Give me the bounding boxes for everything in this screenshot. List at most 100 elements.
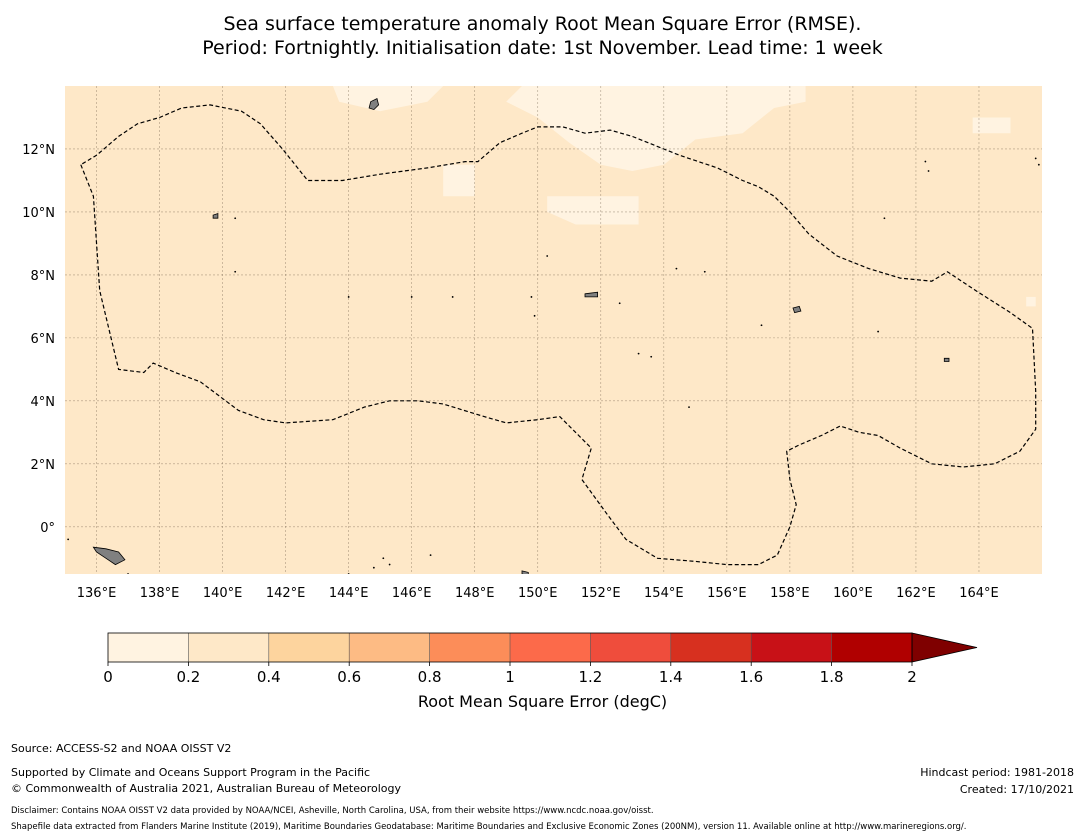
longitude-tick-label: 152°E — [581, 586, 621, 601]
atoll-speck — [372, 566, 375, 569]
colorbar — [107, 632, 978, 663]
longitude-tick-label: 164°E — [959, 586, 999, 601]
colorbar-tick-label: 0.8 — [418, 668, 442, 686]
low-error-patch — [506, 86, 806, 171]
latitude-tick-label: 4°N — [31, 395, 56, 410]
colorbar-bin — [188, 633, 269, 662]
longitude-tick-label: 146°E — [392, 586, 432, 601]
colorbar-bin — [268, 633, 350, 662]
colorbar-bin — [349, 633, 430, 662]
low-error-patch — [1026, 296, 1036, 307]
colorbar-tick-label: 0.2 — [176, 668, 200, 686]
atoll-speck — [533, 314, 536, 317]
longitude-tick-label: 148°E — [455, 586, 495, 601]
map-background — [65, 86, 1042, 574]
low-error-patch — [332, 86, 444, 112]
atoll-speck — [760, 324, 763, 327]
atoll-speck — [1034, 157, 1037, 160]
colorbar-bin — [831, 633, 912, 662]
longitude-tick-label: 154°E — [644, 586, 684, 601]
latitude-tick-label: 10°N — [22, 206, 55, 221]
atoll-speck — [347, 573, 350, 574]
longitude-tick-labels: 136°E 138°E 140°E 142°E 144°E 146°E 148°E 150°E… — [77, 586, 999, 601]
island-kosrae — [943, 357, 950, 362]
atoll-speck — [1037, 163, 1040, 166]
atoll-speck — [703, 270, 706, 273]
colorbar-bin — [751, 633, 832, 662]
latitude-tick-label: 8°N — [31, 269, 56, 284]
atoll-speck — [429, 554, 432, 557]
atoll-speck — [877, 330, 880, 333]
island-mussau — [521, 570, 529, 574]
colorbar-tick-label: 0.6 — [337, 668, 361, 686]
longitude-tick-label: 140°E — [203, 586, 243, 601]
colorbar-bin — [590, 633, 671, 662]
atoll-speck — [546, 255, 549, 257]
colorbar-tick-label: 1 — [505, 668, 515, 686]
colorbar-tick-label: 1.6 — [739, 668, 763, 686]
atoll-speck — [924, 160, 927, 163]
low-error-patches — [332, 86, 1036, 307]
longitude-tick-label: 150°E — [518, 586, 558, 601]
created-date: Created: 17/10/2021 — [959, 783, 1074, 796]
atoll-speck — [127, 573, 129, 574]
longitude-tick-label: 144°E — [329, 586, 369, 601]
longitude-tick-label: 142°E — [266, 586, 306, 601]
longitude-tick-label: 138°E — [140, 586, 180, 601]
atoll-speck — [650, 355, 653, 358]
latitude-tick-label: 12°N — [22, 143, 55, 158]
atoll-speck — [388, 563, 391, 566]
colorbar-tick-labels: 0 0.2 0.4 0.6 0.8 1 1.2 1.4 1.6 1.8 2 — [103, 662, 917, 686]
source-text: Source: ACCESS-S2 and NOAA OISST V2 — [11, 742, 232, 755]
low-error-patch — [547, 196, 639, 225]
island-ulithi — [212, 212, 219, 219]
atoll-speck — [347, 296, 350, 298]
atoll-speck — [234, 217, 237, 220]
atoll-speck — [410, 296, 413, 298]
latitude-tick-label: 0° — [40, 521, 55, 536]
disclaimer-text: Disclaimer: Contains NOAA OISST V2 data … — [11, 806, 654, 816]
colorbar-bin — [108, 633, 189, 662]
shapefile-credit: Shapefile data extracted from Flanders M… — [11, 822, 967, 832]
longitude-tick-label: 162°E — [896, 586, 936, 601]
supported-by-text: Supported by Climate and Oceans Support … — [11, 766, 371, 779]
colorbar-bin — [670, 633, 752, 662]
atoll-speck — [67, 538, 70, 541]
colorbar-tick-label: 1.4 — [659, 668, 683, 686]
longitude-tick-label: 156°E — [707, 586, 747, 601]
island-chuuk — [584, 291, 598, 298]
low-error-patch — [443, 164, 475, 197]
atoll-speck — [675, 267, 678, 270]
atoll-speck — [637, 352, 640, 355]
low-error-patch — [972, 117, 1011, 134]
colorbar-bin — [510, 633, 591, 662]
graticule — [65, 86, 1042, 574]
atoll-speck — [451, 296, 454, 298]
colorbar-tick-label: 1.2 — [578, 668, 602, 686]
colorbar-tick-label: 1.8 — [820, 668, 844, 686]
latitude-tick-label: 2°N — [31, 458, 56, 473]
longitude-tick-label: 158°E — [770, 586, 810, 601]
colorbar-extend-arrow — [911, 632, 978, 663]
atoll-speck — [927, 170, 930, 172]
colorbar-tick-label: 2 — [907, 668, 917, 686]
colorbar-label: Root Mean Square Error (degC) — [417, 692, 668, 711]
land-features — [67, 98, 1040, 574]
atoll-speck — [530, 296, 533, 298]
atoll-speck — [883, 217, 886, 220]
longitude-tick-label: 160°E — [833, 586, 873, 601]
map-title-line1: Sea surface temperature anomaly Root Mea… — [223, 13, 862, 35]
eez-boundary — [80, 104, 1037, 566]
colorbar-tick-label: 0 — [103, 668, 113, 686]
map-title-line2: Period: Fortnightly. Initialisation date… — [202, 37, 883, 59]
atoll-speck — [234, 270, 237, 273]
colorbar-tick-label: 0.4 — [257, 668, 281, 686]
longitude-tick-label: 136°E — [77, 586, 117, 601]
atoll-speck — [618, 302, 621, 305]
latitude-tick-labels: 12°N 10°N 8°N 6°N 4°N 2°N 0° — [22, 143, 55, 536]
atoll-speck — [382, 557, 385, 560]
island-guam — [368, 98, 380, 111]
latitude-tick-label: 6°N — [31, 332, 56, 347]
colorbar-bin — [429, 633, 510, 662]
